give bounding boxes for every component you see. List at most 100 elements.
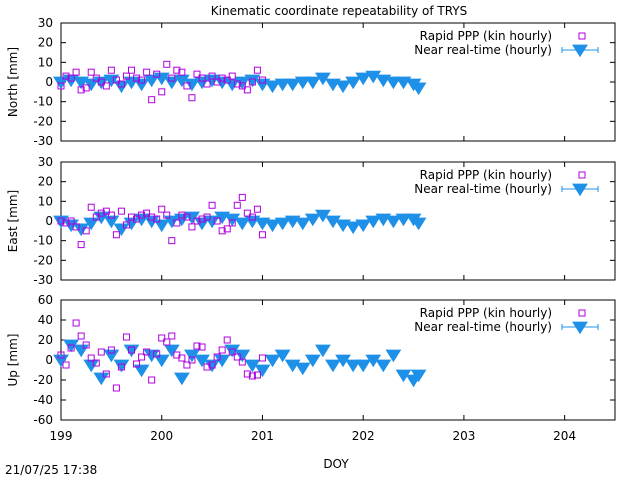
legend-rapid-label: Rapid PPP (kin hourly) (420, 168, 552, 182)
y-tick-label: 30 (38, 155, 53, 169)
legend-rapid-label: Rapid PPP (kin hourly) (420, 29, 552, 43)
rapid-point (133, 74, 141, 82)
rapid-point (102, 82, 110, 90)
rapid-point (102, 370, 110, 378)
rapid-point (143, 68, 151, 76)
rapid-point (112, 384, 120, 392)
nrt-point (345, 76, 362, 90)
rapid-point (253, 371, 261, 379)
rapid-point (77, 86, 85, 94)
nrt-point (274, 349, 291, 363)
rapid-point (198, 343, 206, 351)
rapid-point (67, 217, 75, 225)
nrt-point (234, 349, 251, 363)
rapid-point (148, 213, 156, 221)
rapid-point (97, 209, 105, 217)
rapid-point (62, 361, 70, 369)
rapid-point (97, 78, 105, 86)
y-tick-label: 0 (45, 75, 53, 89)
rapid-point (57, 82, 65, 90)
nrt-point (53, 354, 69, 368)
nrt-point (365, 70, 382, 84)
y-tick-label: 10 (38, 194, 53, 208)
rapid-point (72, 68, 80, 76)
rapid-point (62, 219, 70, 227)
y-axis-label: North [mm] (6, 47, 20, 117)
rapid-point (112, 231, 120, 239)
y-tick-label: -20 (33, 114, 53, 128)
rapid-point (233, 201, 241, 209)
nrt-point (274, 78, 291, 92)
y-tick-label: -30 (33, 134, 53, 148)
rapid-point (208, 361, 216, 369)
rapid-point (133, 215, 141, 223)
nrt-point (264, 219, 281, 233)
x-tick-label: 200 (150, 429, 173, 443)
nrt-point (294, 76, 311, 90)
rapid-point (223, 76, 231, 84)
rapid-point (57, 217, 65, 225)
nrt-point (385, 349, 402, 363)
nrt-point (153, 72, 170, 86)
rapid-point (258, 354, 266, 362)
nrt-point (163, 215, 180, 229)
rapid-point (87, 203, 95, 211)
rapid-point (117, 207, 125, 215)
rapid-point (253, 66, 261, 74)
rapid-point (193, 70, 201, 78)
nrt-point (365, 215, 382, 229)
rapid-point (183, 82, 191, 90)
y-tick-label: -30 (33, 273, 53, 287)
x-tick-label: 201 (251, 429, 274, 443)
rapid-point (218, 74, 226, 82)
rapid-point (122, 221, 130, 229)
rapid-point (77, 241, 85, 249)
nrt-point (385, 76, 402, 90)
rapid-point (158, 205, 166, 213)
rapid-point (67, 74, 75, 82)
nrt-point (274, 217, 291, 231)
y-tick-label: -20 (33, 253, 53, 267)
rapid-point (138, 76, 146, 84)
y-tick-label: 10 (38, 55, 53, 69)
nrt-point (133, 364, 150, 378)
rapid-point (72, 319, 80, 327)
timestamp: 21/07/25 17:38 (5, 463, 97, 477)
rapid-point (193, 217, 201, 225)
rapid-point (213, 353, 221, 361)
rapid-point (163, 211, 171, 219)
rapid-point (92, 359, 100, 367)
rapid-point (213, 78, 221, 86)
nrt-point (355, 359, 372, 373)
rapid-point (82, 227, 90, 235)
rapid-point (133, 360, 141, 368)
rapid-point (178, 354, 186, 362)
y-axis-label: Up [mm] (6, 334, 20, 387)
rapid-point (117, 363, 125, 371)
nrt-point (345, 359, 362, 373)
chart-title: Kinematic coordinate repeatability of TR… (211, 4, 467, 18)
rapid-point (102, 207, 110, 215)
rapid-point (208, 72, 216, 80)
rapid-point (138, 211, 146, 219)
rapid-point (253, 205, 261, 213)
rapid-point (128, 213, 136, 221)
rapid-point (208, 201, 216, 209)
rapid-point (92, 213, 100, 221)
nrt-point (103, 215, 120, 229)
nrt-point (385, 215, 402, 229)
rapid-point (57, 351, 65, 359)
rapid-point (248, 78, 256, 86)
rapid-point (173, 66, 181, 74)
rapid-point (213, 217, 221, 225)
rapid-point (228, 348, 236, 356)
x-tick-label: 203 (452, 429, 475, 443)
y-tick-label: 60 (38, 293, 53, 307)
nrt-point (325, 359, 341, 373)
rapid-point (138, 353, 146, 361)
rapid-point (178, 68, 186, 76)
rapid-point (163, 60, 171, 68)
panel-2: -30 -20 -10 0 10 20 30 East [mm] Rapid PPP (kin … (6, 155, 616, 287)
